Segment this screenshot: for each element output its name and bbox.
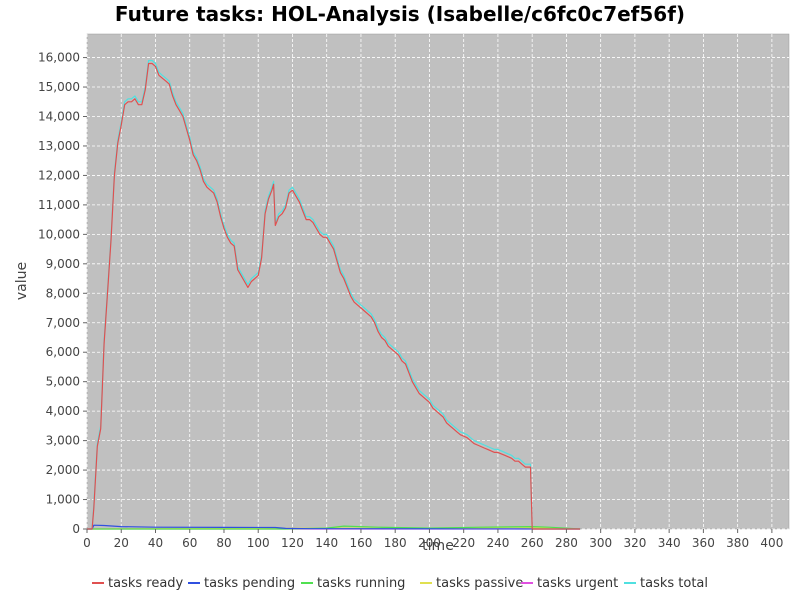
x-tick-label: 300 [589,536,612,550]
x-tick-label: 100 [247,536,270,550]
y-tick-label: 1,000 [46,493,80,507]
legend-entry: tasks total [640,576,708,591]
y-tick-label: 8,000 [46,286,80,300]
y-tick-label: 16,000 [38,51,80,65]
series-line-tasks-ready [87,62,581,530]
y-tick-label: 5,000 [46,375,80,389]
x-tick-label: 140 [315,536,338,550]
legend-entry: tasks passive [436,576,523,591]
x-tick-label: 120 [281,536,304,550]
y-tick-label: 15,000 [38,80,80,94]
x-tick-label: 0 [83,536,91,550]
legend: tasks ready tasks pending tasks running tas… [92,576,708,591]
y-axis-label: value [14,262,30,300]
x-tick-label: 20 [114,536,129,550]
x-axis-label: time [422,538,454,554]
y-tick-label: 11,000 [38,198,80,212]
x-tick-label: 240 [486,536,509,550]
y-tick-label: 6,000 [46,345,80,359]
x-tick-label: 80 [216,536,231,550]
x-tick-label: 60 [182,536,197,550]
y-tick-label: 4,000 [46,404,80,418]
legend-entry: tasks ready [108,576,184,591]
y-tick-label: 7,000 [46,316,80,330]
y-tick-label: 13,000 [38,139,80,153]
y-tick-label: 14,000 [38,110,80,124]
y-tick-label: 9,000 [46,257,80,271]
x-tick-label: 260 [521,536,544,550]
x-tick-label: 220 [452,536,475,550]
x-tick-label: 180 [384,536,407,550]
chart-title: Future tasks: HOL-Analysis (Isabelle/c6f… [115,2,685,26]
y-tick-label: 2,000 [46,463,80,477]
x-tick-label: 340 [658,536,681,550]
legend-entry: tasks pending [204,576,295,591]
y-axis-ticks: 0 1,000 2,000 3,000 4,000 5,000 6,000 7,000 8,00… [38,51,87,536]
x-tick-label: 280 [555,536,578,550]
legend-entry: tasks urgent [537,576,618,591]
series-line-tasks-total [87,59,581,530]
x-tick-label: 40 [148,536,163,550]
y-tick-label: 0 [72,522,80,536]
x-axis-ticks: 0 20 40 60 80 100 120 140 160 180 200 220 240 260 280 3… [83,529,783,550]
y-tick-label: 3,000 [46,434,80,448]
x-tick-label: 160 [349,536,372,550]
x-tick-label: 380 [726,536,749,550]
x-tick-label: 360 [692,536,715,550]
y-tick-label: 10,000 [38,227,80,241]
legend-entry: tasks running [317,576,405,591]
x-tick-label: 400 [760,536,783,550]
x-tick-label: 320 [623,536,646,550]
x-tick-label: 200 [418,536,441,550]
y-tick-label: 12,000 [38,168,80,182]
grid-lines [86,34,789,530]
plot-area [86,33,790,530]
series-line-tasks-pending [87,524,581,530]
